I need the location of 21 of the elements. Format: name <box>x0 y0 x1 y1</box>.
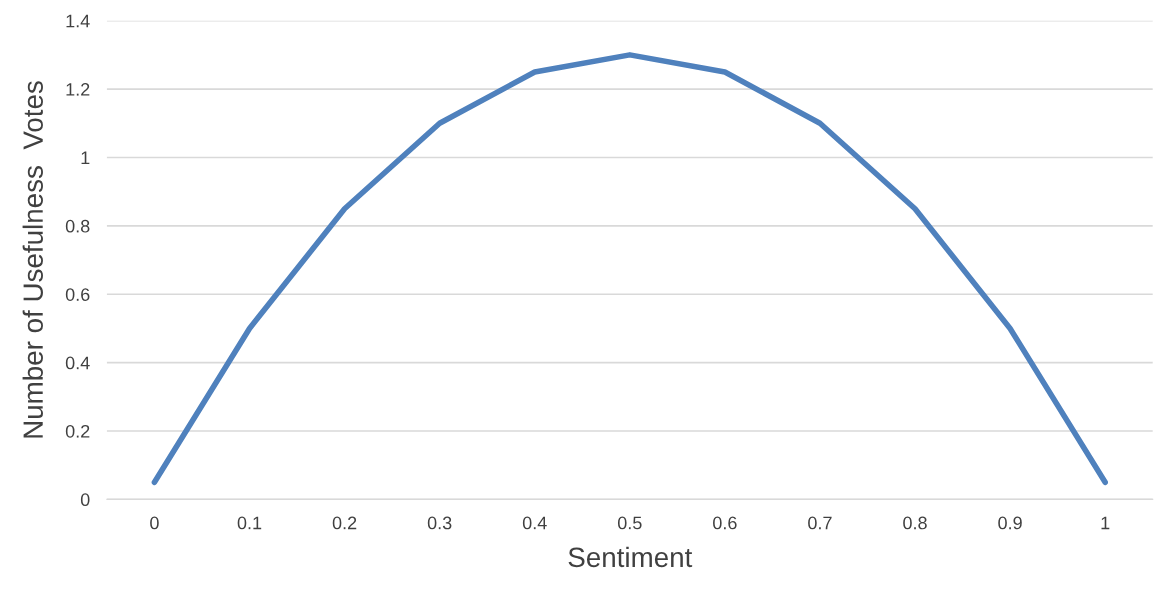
y-tick-label: 1 <box>81 151 90 164</box>
x-tick-label: 0.2 <box>332 516 357 530</box>
x-tick-label: 0.4 <box>522 516 547 530</box>
y-tick-label: 0 <box>80 493 90 507</box>
x-tick-label: 0.3 <box>427 516 452 530</box>
x-tick-label: 1 <box>1101 516 1110 530</box>
y-tick-label: 0.4 <box>65 356 90 370</box>
y-tick-label: 1.2 <box>66 83 90 96</box>
y-tick-label: 0.8 <box>65 219 90 233</box>
x-tick-label: 0.1 <box>237 516 262 530</box>
y-tick-label: 1.4 <box>66 14 90 28</box>
x-tick-label: 0.7 <box>808 516 832 530</box>
y-tick-label: 0.2 <box>65 424 90 438</box>
x-tick-label: 0.8 <box>903 516 927 530</box>
x-tick-label: 0 <box>150 516 159 530</box>
x-tick-label: 0.9 <box>998 516 1022 530</box>
x-tick-label: 0.6 <box>713 516 737 530</box>
x-axis-title: Sentiment <box>568 546 693 568</box>
y-axis-title: Number of Usefulness Votes <box>22 81 43 438</box>
x-tick-label: 0.5 <box>617 516 642 530</box>
y-tick-label: 0.6 <box>65 288 90 301</box>
